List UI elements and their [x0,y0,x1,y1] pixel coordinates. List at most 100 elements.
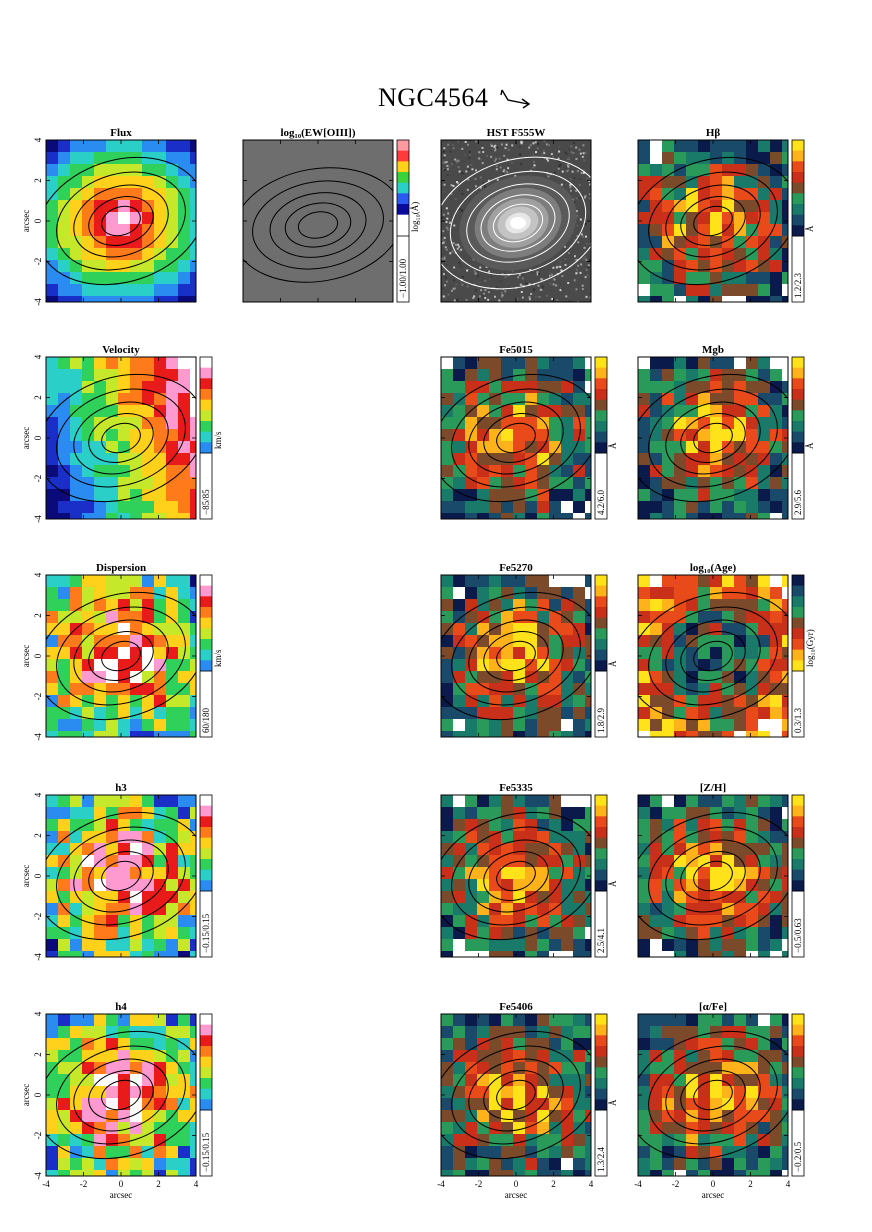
colorbar-segment [200,442,212,454]
colorbar-segment [200,389,212,401]
colorbar-segment [595,1046,607,1058]
colorbar-segment [200,431,212,443]
x-tick-label: -4 [437,1179,445,1189]
colorbar-segment [792,880,804,892]
colorbar-segment [792,660,804,672]
colorbar-segment [200,869,212,881]
colorbar-segment [792,421,804,433]
colorbar-segment [595,848,607,860]
colorbar-segment [200,410,212,422]
colorbar-range-label: 2.9/5.6 [793,489,803,515]
y-tick-label: 2 [33,833,43,838]
colorbar-segment [200,848,212,860]
colorbar-segment [792,442,804,454]
x-tick-label: 0 [514,1179,519,1189]
panel-map [243,140,393,302]
colorbar-segment [397,182,409,194]
colorbar-range-label: −85/85 [201,489,211,515]
colorbar-segment [200,649,212,661]
colorbar-segment [792,805,804,817]
colorbar-segment [595,357,607,369]
colorbar-unit-label: Å [608,880,618,887]
colorbar-segment [200,1088,212,1100]
x-tick-label: 2 [551,1179,556,1189]
colorbar-segment [200,357,212,369]
colorbar-frame [594,574,608,738]
colorbar-segment [200,816,212,828]
colorbar-segment [595,1035,607,1047]
panel-title: Hβ [706,127,721,139]
colorbar-segment [792,214,804,226]
colorbar-range-label: 1.2/2.3 [793,272,803,298]
colorbar-segment [792,596,804,608]
colorbar-frame [791,1013,805,1177]
north-east-orientation-arrow-icon [500,89,531,109]
colorbar-segment [595,660,607,672]
colorbar-segment [397,204,409,216]
colorbar-range-label: 4.2/6.0 [596,489,606,515]
y-tick-label: 0 [33,873,43,878]
colorbar-segment [397,193,409,205]
colorbar-range-label: 1.3/2.4 [596,1146,606,1172]
colorbar-range-label: −1.00/1.00 [398,258,408,298]
y-tick-label: -4 [33,953,43,961]
y-tick-label: 2 [33,178,43,183]
colorbar-segment [792,607,804,619]
panel-title: Velocity [102,344,140,356]
colorbar-frame [594,1013,608,1177]
y-axis-label: arcsec [21,1084,31,1106]
y-axis-label: arcsec [21,645,31,667]
y-tick-label: 4 [33,1011,43,1016]
colorbar-unit-label: Å [805,442,815,449]
colorbar-segment [200,575,212,587]
colorbar-segment [792,1067,804,1079]
colorbar-segment [792,639,804,651]
colorbar-segment [792,225,804,237]
colorbar-segment [595,1056,607,1068]
figure-title-area: NGC4564 [378,83,534,112]
panel-map [46,140,196,302]
panel-title: Fe5335 [499,782,533,794]
panel-map [441,1014,591,1176]
colorbar-segment [792,389,804,401]
y-tick-label: 4 [33,572,43,577]
y-tick-label: 2 [33,613,43,618]
colorbar-segment [200,421,212,433]
x-tick-label: 4 [589,1179,594,1189]
colorbar-segment [595,1088,607,1100]
colorbar-segment [397,140,409,152]
panel-title: [Z/H] [700,782,726,794]
colorbar-frame [594,356,608,520]
colorbar-segment [595,827,607,839]
panel-9: Fe5270 1.8/2.9 Å [440,562,618,738]
panel-map [46,357,196,519]
colorbar-range-label: 1.8/2.9 [596,707,606,733]
colorbar-segment [595,816,607,828]
panel-map [441,795,591,957]
colorbar-range-label: 0.3/1.3 [793,707,803,733]
colorbar-segment [595,805,607,817]
colorbar-frame [199,794,213,958]
panel-map [638,357,788,519]
x-tick-label: 0 [119,1179,124,1189]
colorbar-segment [595,649,607,661]
y-axis-label: arcsec [21,210,31,232]
colorbar-segment [397,161,409,173]
colorbar-unit-label: km/s [213,431,223,449]
colorbar-segment [200,617,212,629]
panel-map [441,140,591,302]
colorbar-segment [595,585,607,597]
y-tick-label: 4 [33,354,43,359]
colorbar-segment [595,1099,607,1111]
panel-map [441,357,591,519]
x-axis-label: arcsec [505,1190,527,1200]
colorbar-segment [200,1024,212,1036]
x-axis-label: arcsec [110,1190,132,1200]
y-tick-label: 2 [33,395,43,400]
y-tick-label: -2 [33,1132,43,1140]
x-tick-label: -2 [80,1179,88,1189]
colorbar-segment [200,880,212,892]
x-tick-label: 4 [194,1179,199,1189]
x-tick-label: -4 [42,1179,50,1189]
colorbar-segment [397,150,409,162]
